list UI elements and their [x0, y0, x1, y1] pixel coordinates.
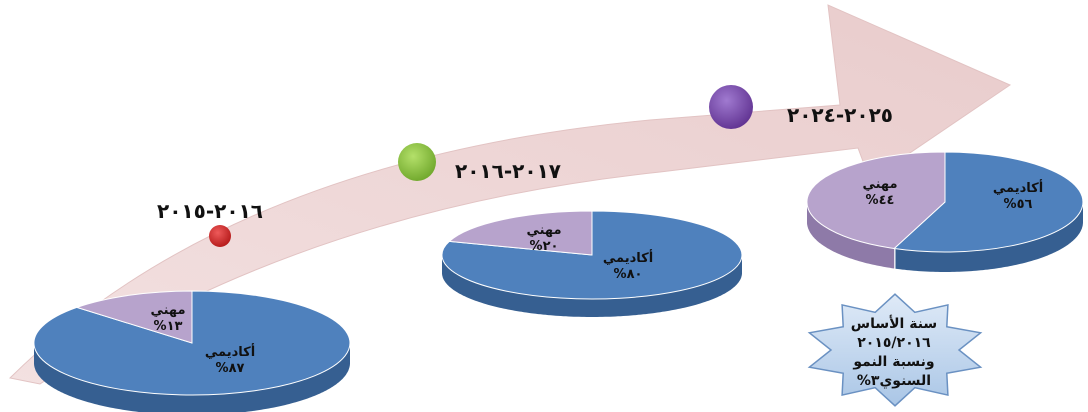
- pie-1-slice-1-name: أكاديمي: [205, 343, 255, 360]
- pie-2-slice-1-percent: ٨٠%: [614, 267, 643, 282]
- period-dot-2015: [209, 225, 231, 247]
- pie-1-slice-1-side: [34, 343, 350, 412]
- pie-2-slice-1-name: أكاديمي: [603, 249, 653, 266]
- period-dot-2024: [709, 85, 753, 129]
- pie-3-slice-2-percent: ٤٤%: [866, 193, 895, 208]
- pie-2-slice-2: [448, 210, 593, 256]
- pie-3-slice-2-side: [807, 202, 895, 269]
- note-line-4: السنوي٣%: [857, 373, 931, 390]
- period-label-2024: ٢٠٢٥-٢٠٢٤: [787, 103, 893, 127]
- pie-1-slice-2-name: مهني: [150, 303, 185, 318]
- pie-3-slice-1-side: [895, 202, 1083, 272]
- pie-2-slice-1-side: [442, 255, 742, 317]
- pie-1-slice-1: [33, 290, 351, 396]
- pie-3-slice-1-percent: ٥٦%: [1004, 197, 1033, 212]
- pie-3-slice-1: [893, 151, 1084, 253]
- pie-1-slice-1-percent: ٨٧%: [216, 361, 245, 376]
- period-label-2015: ٢٠١٦-٢٠١٥: [157, 199, 263, 223]
- note-line-3: ونسبة النمو: [852, 354, 934, 370]
- growth-arrow: [8, 4, 1012, 385]
- pie-2-slice-1: [441, 210, 743, 300]
- note-line-1: سنة الأساس: [851, 315, 937, 332]
- period-dot-2016: [398, 143, 436, 181]
- pie-3-slice-2-name: مهني: [862, 177, 897, 192]
- pie-2-slice-2-name: مهني: [526, 223, 561, 238]
- pie-1-slice-2-percent: ١٣%: [154, 319, 183, 334]
- note-star: [807, 293, 983, 407]
- pie-3-slice-2: [806, 151, 946, 250]
- pie-2-slice-2-percent: ٢٠%: [530, 239, 559, 254]
- note-line-2: ٢٠١٥/٢٠١٦: [857, 335, 931, 351]
- pie-charts: أكاديمي٨٧%مهني١٣%أكاديمي٨٠%مهني٢٠%أكاديم…: [33, 151, 1084, 412]
- pie-3-slice-1-name: أكاديمي: [993, 179, 1043, 196]
- period-label-2016: ٢٠١٧-٢٠١٦: [455, 159, 561, 183]
- pie-1-slice-2: [75, 290, 193, 344]
